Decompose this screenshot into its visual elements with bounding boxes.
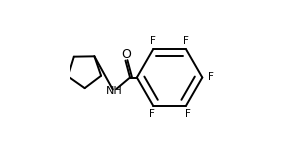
Text: F: F	[150, 36, 156, 46]
Text: F: F	[183, 36, 189, 46]
Text: NH: NH	[105, 86, 122, 96]
Text: F: F	[149, 109, 155, 119]
Text: F: F	[208, 73, 214, 82]
Text: F: F	[185, 109, 190, 119]
Text: O: O	[121, 48, 131, 61]
